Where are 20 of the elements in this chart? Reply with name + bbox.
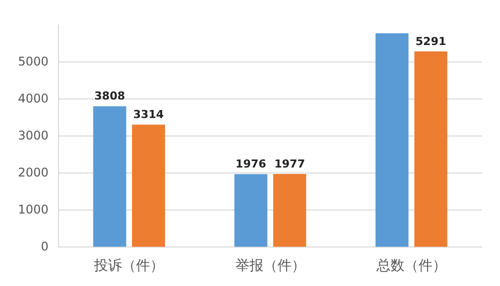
- y-tick-label: 2000: [18, 165, 49, 180]
- y-tick-label: 4000: [18, 91, 49, 106]
- y-tick-label: 1000: [18, 202, 49, 216]
- data-label: 5291: [416, 34, 446, 48]
- data-label: 1976: [236, 157, 267, 170]
- bar: [93, 106, 126, 247]
- bar: [273, 174, 306, 247]
- data-label: 1977: [274, 157, 305, 170]
- x-tick-label: 举报（件）: [235, 258, 306, 274]
- x-tick-label: 投诉（件）: [93, 258, 164, 274]
- bar: [132, 124, 166, 247]
- y-tick-label: 3000: [18, 128, 49, 142]
- bar: [376, 33, 409, 247]
- data-label: 3808: [94, 90, 126, 103]
- bar: [414, 51, 448, 247]
- x-tick-label: 总数（件）: [375, 258, 446, 274]
- y-tick-label: 5000: [18, 54, 49, 68]
- y-tick-label: 0: [40, 239, 49, 254]
- bar: [234, 174, 268, 247]
- data-label: 3314: [133, 108, 164, 121]
